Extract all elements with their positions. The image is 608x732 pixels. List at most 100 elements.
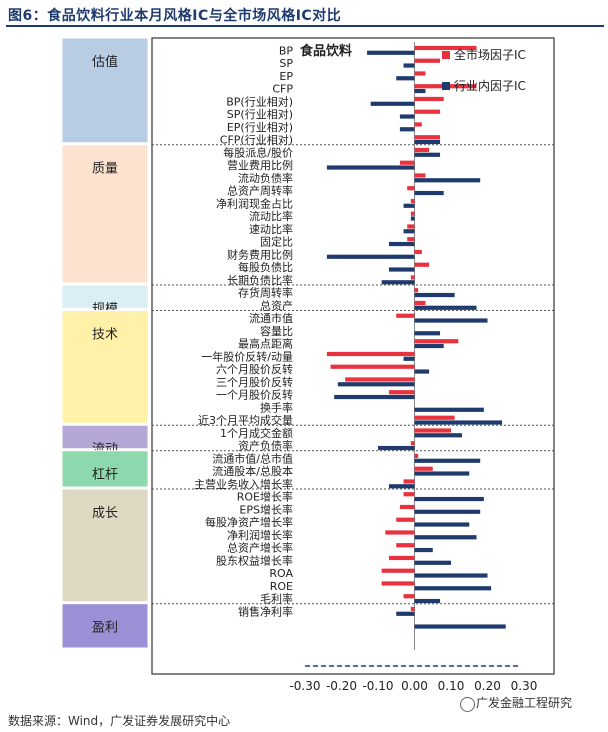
bar-market-16 [414,249,422,255]
category-label-38: 净利润增长率 [227,528,293,542]
bar-market-26 [345,377,415,382]
category-label-1: SP [279,57,293,70]
bar-industry-1 [403,63,415,68]
bar-market-4 [414,96,444,102]
bar-industry-28 [414,407,484,412]
bar-market-37 [396,517,415,522]
bar-market-43 [403,594,415,599]
bar-industry-39 [414,547,433,553]
category-label-34: 主营业务收入增长率 [194,477,293,491]
bar-market-2 [414,71,426,76]
bar-industry-18 [381,280,415,285]
bar-market-8 [414,147,430,153]
bar-market-38 [385,530,415,535]
category-label-42: ROE [270,580,293,593]
bar-industry-45 [414,624,506,629]
category-label-5: SP(行业相对) [227,107,293,121]
bar-industry-41 [414,573,488,578]
category-label-14: 速动比率 [249,222,293,236]
watermark: 广发金融工程研究 [440,694,572,711]
bar-market-27 [388,390,415,395]
bar-industry-36 [414,509,481,514]
bar-industry-7 [414,139,441,145]
bar-industry-22 [414,331,441,336]
category-label-0: BP [279,44,294,57]
bar-industry-10 [414,178,481,183]
group-band-1 [61,144,149,284]
bar-industry-11 [414,190,444,196]
category-label-15: 固定比 [260,235,293,249]
data-source: 数据来源：Wind，广发证券发展研究中心 [8,714,231,728]
bar-market-5 [414,109,441,114]
bar-market-1 [414,58,441,63]
legend-swatch-industry [442,82,450,90]
category-label-21: 流通市值 [249,311,293,325]
category-label-35: ROE增长率 [237,490,293,504]
bar-market-30 [414,428,451,433]
x-tick-label-5: 0.20 [474,679,501,693]
bar-market-34 [403,479,415,484]
bar-industry-32 [414,458,481,463]
bar-industry-27 [334,394,415,400]
bar-market-40 [388,555,415,561]
bar-market-19 [414,288,419,293]
title-rule [6,25,604,27]
category-label-36: EPS增长率 [239,502,293,516]
category-label-39: 总资产增长率 [227,541,293,555]
bar-market-29 [414,415,455,420]
category-label-25: 六个月股价反转 [216,362,293,376]
bar-market-13 [410,211,415,216]
bar-market-39 [396,543,415,548]
group-label-3: 技术 [92,327,118,342]
bar-industry-13 [410,216,415,221]
category-label-33: 流通股本/总股本 [212,464,293,478]
bar-market-14 [407,224,415,229]
category-label-13: 流动比率 [249,209,293,223]
bar-industry-3 [414,88,426,94]
category-label-19: 存货周转率 [238,286,293,300]
category-label-11: 总资产周转率 [227,184,293,198]
category-label-32: 流通市值/总市值 [212,451,293,465]
chart-title: 食品饮料 [300,43,352,59]
group-band-5 [61,450,149,488]
bar-market-0 [414,45,477,51]
bar-industry-26 [337,382,415,387]
bar-industry-42 [414,586,492,591]
group-band-6 [61,488,149,603]
category-label-31: 资产负债率 [238,439,293,453]
group-label-0: 估值 [92,54,118,70]
category-label-41: ROA [269,567,293,580]
bar-market-21 [396,313,415,318]
bar-industry-29 [414,420,503,425]
bar-industry-9 [326,165,415,170]
category-label-27: 一个月股价反转 [216,388,293,402]
legend-label-industry: 行业内因子IC [454,79,526,93]
group-band-4 [61,424,149,450]
bar-industry-24 [403,356,415,361]
category-label-2: EP [279,70,293,83]
category-label-37: 每股净资产增长率 [205,515,293,529]
bar-industry-0 [367,50,415,55]
bar-market-33 [414,466,433,471]
wechat-icon [460,697,475,712]
category-label-12: 净利润现金占比 [216,196,293,210]
bar-industry-34 [388,484,415,489]
bar-market-17 [414,262,430,267]
category-label-8: 每股派息/股价 [223,145,293,159]
x-tick-label-3: 0.00 [401,679,428,693]
bar-market-23 [414,339,459,344]
category-label-10: 流动负债率 [238,171,293,185]
category-label-28: 换手率 [260,400,293,414]
bar-industry-20 [414,305,477,310]
bar-industry-2 [396,76,415,81]
legend-swatch-market [442,51,450,59]
category-label-9: 营业费用比例 [227,158,293,172]
bar-industry-17 [388,267,415,272]
category-label-17: 每股负债比 [238,260,293,274]
bar-industry-44 [396,611,415,616]
category-label-7: CFP(行业相对) [220,133,293,147]
bar-market-42 [381,581,415,586]
category-label-29: 近3个月平均成交量 [198,413,293,427]
category-label-16: 财务费用比例 [227,247,293,261]
bar-industry-21 [414,318,488,323]
